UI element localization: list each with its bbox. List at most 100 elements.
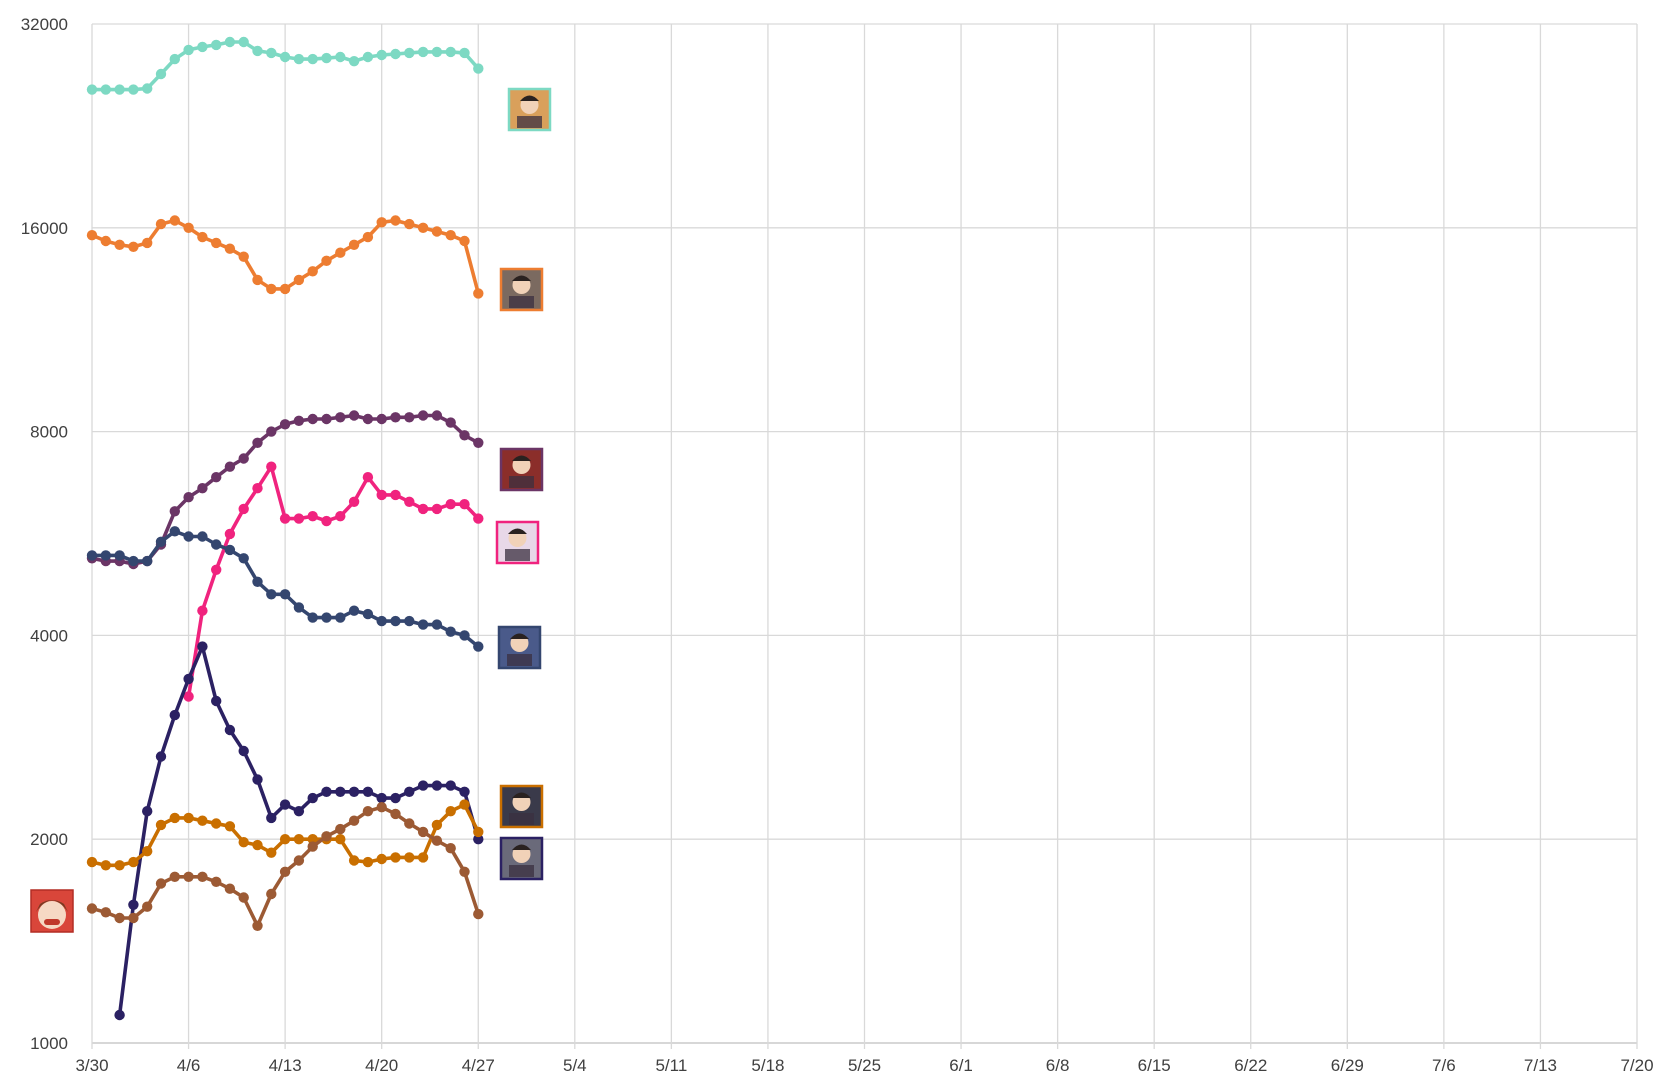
data-point bbox=[335, 612, 346, 623]
data-point bbox=[279, 866, 291, 877]
data-point bbox=[238, 553, 249, 564]
character-portrait-2-icon bbox=[499, 267, 544, 312]
y-axis-tick-labels: 1000 2000 4000 8000 16000 32000 bbox=[21, 15, 68, 1053]
data-point bbox=[238, 453, 249, 464]
data-point bbox=[417, 503, 429, 515]
x-axis-tick-labels: 3/30 4/6 4/13 4/20 4/27 5/4 5/11 5/18 5/25 6/1 6/8… bbox=[75, 1056, 1653, 1075]
series-1 bbox=[86, 36, 484, 95]
data-point bbox=[155, 218, 167, 230]
data-point bbox=[252, 576, 263, 587]
gridlines bbox=[91, 23, 1638, 1049]
data-point bbox=[279, 283, 291, 295]
data-point bbox=[169, 526, 180, 537]
data-point bbox=[362, 472, 374, 483]
series-7 bbox=[86, 799, 484, 871]
data-point bbox=[459, 786, 470, 797]
data-point bbox=[128, 84, 139, 95]
data-point bbox=[266, 283, 277, 295]
data-point bbox=[169, 812, 180, 824]
data-point bbox=[348, 855, 360, 866]
data-point bbox=[238, 892, 249, 903]
data-point bbox=[279, 419, 291, 430]
data-point bbox=[183, 222, 194, 233]
portrait-body bbox=[509, 865, 534, 877]
data-point bbox=[293, 855, 305, 866]
data-point bbox=[321, 515, 332, 527]
portrait-body bbox=[509, 813, 534, 825]
data-point bbox=[86, 550, 98, 561]
data-point bbox=[183, 492, 194, 503]
data-point bbox=[335, 823, 346, 835]
data-point bbox=[362, 786, 374, 797]
data-point bbox=[321, 612, 332, 623]
data-point bbox=[473, 288, 484, 299]
data-point bbox=[100, 907, 112, 918]
data-point bbox=[431, 835, 443, 846]
data-point bbox=[362, 231, 374, 243]
data-point bbox=[335, 786, 346, 797]
data-point bbox=[417, 222, 429, 233]
data-point bbox=[335, 51, 346, 63]
data-point bbox=[348, 56, 360, 67]
data-point bbox=[459, 430, 470, 441]
data-point bbox=[321, 255, 332, 266]
data-point bbox=[183, 673, 194, 685]
data-point bbox=[376, 615, 387, 627]
data-point bbox=[390, 615, 401, 627]
data-point bbox=[100, 860, 112, 871]
x-tick-label: 5/25 bbox=[848, 1056, 881, 1075]
portrait-body bbox=[517, 116, 542, 128]
data-point bbox=[473, 834, 484, 845]
data-point bbox=[238, 36, 249, 48]
data-point bbox=[445, 417, 456, 428]
data-point bbox=[197, 641, 208, 652]
data-point bbox=[376, 217, 387, 228]
portrait-hair bbox=[512, 792, 531, 798]
data-point bbox=[459, 630, 470, 641]
data-point bbox=[445, 230, 456, 241]
data-point bbox=[252, 839, 263, 851]
data-point bbox=[376, 49, 387, 61]
data-point bbox=[155, 68, 167, 80]
x-tick-label: 6/1 bbox=[949, 1056, 973, 1075]
data-point bbox=[211, 539, 222, 550]
data-point bbox=[473, 908, 484, 920]
data-point bbox=[142, 555, 153, 567]
mascot-mouth bbox=[44, 919, 60, 925]
data-point bbox=[307, 53, 318, 65]
data-point bbox=[211, 39, 222, 51]
data-point bbox=[142, 237, 153, 249]
portrait-hair bbox=[510, 633, 529, 639]
x-tick-label: 6/29 bbox=[1331, 1056, 1364, 1075]
data-point bbox=[404, 786, 415, 797]
data-point bbox=[279, 799, 291, 810]
data-point bbox=[252, 774, 263, 785]
data-point bbox=[307, 841, 318, 852]
x-tick-label: 6/22 bbox=[1234, 1056, 1267, 1075]
character-portrait-1-icon bbox=[507, 87, 552, 132]
data-point bbox=[197, 871, 208, 882]
data-point bbox=[279, 589, 291, 600]
data-point bbox=[224, 883, 236, 894]
data-point bbox=[100, 235, 112, 247]
portrait-hair bbox=[520, 95, 539, 101]
data-point bbox=[114, 239, 125, 250]
data-point bbox=[348, 786, 360, 797]
data-point bbox=[197, 41, 208, 53]
data-point bbox=[114, 550, 125, 561]
data-point bbox=[128, 912, 139, 924]
data-point bbox=[459, 866, 470, 877]
series-line bbox=[186, 464, 480, 697]
data-point bbox=[348, 605, 360, 616]
data-point bbox=[335, 412, 346, 423]
mascot-angry-face-icon bbox=[30, 889, 74, 933]
data-point bbox=[266, 812, 277, 824]
data-point bbox=[238, 251, 249, 262]
x-tick-label: 4/6 bbox=[177, 1056, 201, 1075]
data-point bbox=[335, 511, 346, 522]
data-point bbox=[390, 215, 401, 226]
data-point bbox=[169, 506, 180, 517]
data-point bbox=[459, 235, 470, 247]
data-point bbox=[128, 899, 139, 910]
series-4 bbox=[183, 461, 484, 702]
